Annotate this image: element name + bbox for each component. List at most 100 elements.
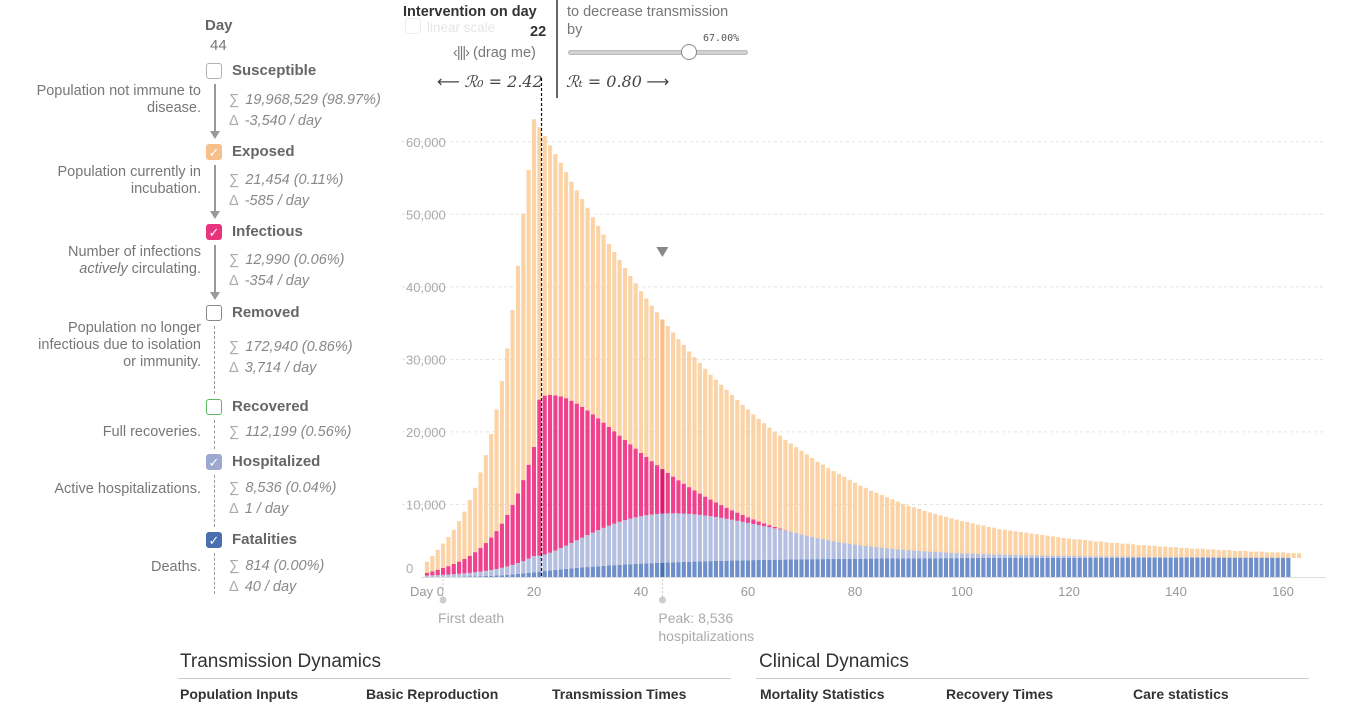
infectious-bar: [436, 570, 440, 575]
hospitalized-bar: [757, 525, 761, 560]
exposed-bar: [799, 451, 803, 535]
fatalities-bar: [521, 574, 525, 577]
hospitalized-bar: [516, 563, 520, 574]
fatalities-bar: [885, 559, 889, 577]
fatalities-bar: [644, 563, 648, 577]
exposed-bar: [1136, 545, 1140, 557]
exposed-bar: [1201, 549, 1205, 558]
hospitalized-bar: [527, 559, 531, 573]
x-tick-label: 100: [951, 584, 973, 599]
exposed-bar: [430, 556, 434, 571]
infectious-bar: [468, 556, 472, 573]
fatalities-bar: [815, 559, 819, 577]
fatalities-bar: [494, 576, 498, 577]
fatalities-bar: [1142, 558, 1146, 577]
hospitalized-bar: [655, 514, 659, 563]
y-tick-label: 10,000: [406, 497, 446, 512]
exposed-bar: [1233, 551, 1237, 558]
exposed-bar: [965, 522, 969, 554]
x-tick-label: 140: [1165, 584, 1187, 599]
fatalities-bar: [949, 558, 953, 577]
fatalities-bar: [1233, 558, 1237, 577]
fatalities-bar: [596, 566, 600, 577]
fatalities-bar: [1201, 558, 1205, 577]
exposed-bar: [1078, 539, 1082, 556]
exposed-bar: [468, 500, 472, 556]
infectious-bar: [692, 490, 696, 514]
exposed-bar: [1174, 547, 1178, 557]
hospitalized-bar: [826, 538, 830, 559]
hospitalized-bar: [832, 539, 836, 559]
exposed-bar: [527, 170, 531, 465]
hospitalized-bar: [462, 573, 466, 576]
exposed-bar: [457, 521, 461, 561]
fatalities-bar: [698, 561, 702, 577]
infectious-bar: [751, 519, 755, 524]
exposed-bar: [719, 385, 723, 505]
infectious-bar: [511, 505, 515, 565]
fatalities-bar: [981, 558, 985, 577]
exposed-bar: [1195, 549, 1199, 558]
hospitalized-bar: [708, 516, 712, 561]
exposed-bar: [762, 423, 766, 523]
fatalities-bar: [1169, 558, 1173, 577]
fatalities-bar: [767, 560, 771, 577]
exposed-bar: [623, 268, 627, 440]
fatalities-bar: [1062, 558, 1066, 577]
hospitalized-bar: [815, 536, 819, 559]
fatalities-bar: [837, 559, 841, 577]
exposed-bar: [815, 462, 819, 539]
fatalities-bar: [944, 558, 948, 577]
infectious-bar: [612, 431, 616, 523]
x-tick-label: 60: [741, 584, 755, 599]
fatalities-bar: [1211, 558, 1215, 577]
clinical-dynamics-rule: [756, 678, 1309, 679]
infectious-bar: [714, 502, 718, 517]
exposed-bar: [1131, 544, 1135, 557]
fatalities-bar: [848, 559, 852, 577]
hospitalized-bar: [751, 524, 755, 560]
exposed-bar: [596, 226, 600, 419]
fatalities-bar: [1126, 558, 1130, 577]
infectious-bar: [553, 395, 557, 550]
fatalities-bar: [1195, 558, 1199, 577]
fatalities-bar: [564, 569, 568, 577]
exposed-bar: [639, 291, 643, 453]
infectious-bar: [730, 510, 734, 520]
exposed-bar: [446, 537, 450, 566]
hospitalized-bar: [789, 532, 793, 560]
fatalities-bar: [650, 563, 654, 577]
exposed-bar: [826, 468, 830, 540]
fatalities-bar: [612, 565, 616, 577]
hospitalized-bar: [703, 515, 707, 561]
infectious-bar: [441, 568, 445, 575]
infectious-bar: [527, 465, 531, 559]
exposed-bar: [922, 511, 926, 551]
fatalities-bar: [1227, 558, 1231, 577]
exposed-bar: [869, 491, 873, 547]
fatalities-bar: [682, 562, 686, 577]
fatalities-bar: [687, 562, 691, 577]
exposed-bar: [960, 521, 964, 553]
infectious-bar: [585, 411, 589, 536]
infectious-bar: [746, 517, 750, 523]
infectious-bar: [430, 571, 434, 575]
hospitalized-bar: [430, 575, 434, 577]
x-tick-label: 80: [848, 584, 862, 599]
first-death-label: First death: [438, 610, 504, 626]
exposed-bar: [987, 527, 991, 554]
hospitalized-bar: [805, 534, 809, 559]
exposed-bar: [1019, 532, 1023, 555]
infectious-bar: [676, 480, 680, 513]
fatalities-bar: [751, 560, 755, 577]
fatalities-bar: [773, 560, 777, 577]
exposed-bar: [1104, 542, 1108, 556]
fatalities-bar: [1072, 558, 1076, 577]
exposed-bar: [553, 154, 557, 395]
fatalities-bar: [468, 576, 472, 577]
fatalities-bar: [762, 560, 766, 577]
exposed-bar: [1206, 549, 1210, 557]
hospitalized-bar: [639, 516, 643, 563]
infectious-bar: [682, 484, 686, 514]
hospitalized-bar: [532, 556, 536, 572]
